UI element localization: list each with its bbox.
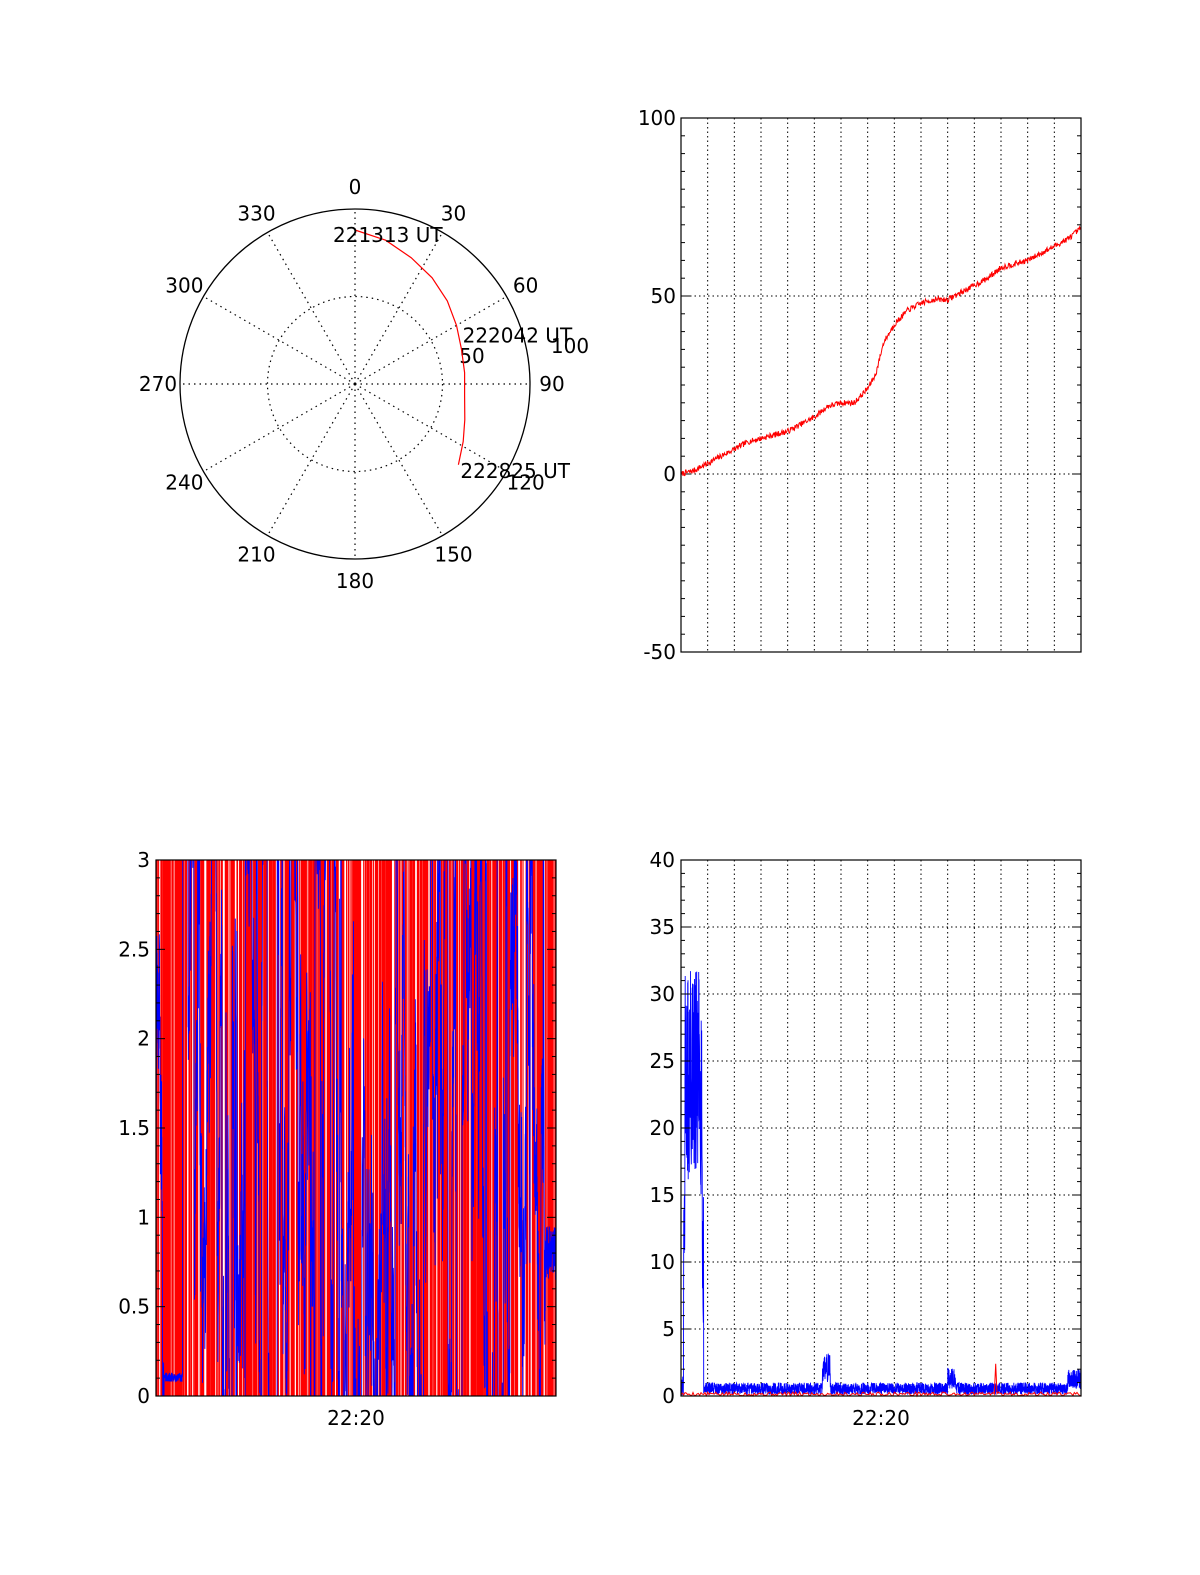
polar-angle-label: 30 — [441, 201, 466, 225]
amp-ytick-label: 5 — [662, 1317, 675, 1341]
amp-ytick-label: 30 — [650, 982, 675, 1006]
amp-ytick-label: 40 — [650, 848, 675, 872]
tec-line — [680, 225, 1082, 477]
polar-trajectory-line — [354, 229, 466, 465]
polar-spoke — [266, 383, 356, 536]
polar-time-label: 222825 UT — [460, 459, 570, 483]
s4-ytick-label: 3 — [137, 848, 150, 872]
s4-ytick-label: 0.5 — [118, 1295, 150, 1319]
polar-angle-label: 300 — [165, 274, 203, 298]
amp-blue-series — [680, 971, 1082, 1397]
tec-ytick-label: -50 — [643, 640, 676, 664]
amp-ticks: 0 5 10 15 20 25 30 35 40 22:20 — [650, 848, 1081, 1430]
s4-panel: 0 0.5 1 1.5 2 2.5 3 22:20 — [118, 848, 557, 1430]
amp-panel: 0 5 10 15 20 25 30 35 40 22:20 — [650, 848, 1082, 1430]
polar-angle-label: 120 — [507, 471, 545, 495]
s4-ticks: 0 0.5 1 1.5 2 2.5 3 22:20 — [118, 848, 556, 1430]
amp-ytick-label: 35 — [650, 915, 675, 939]
polar-inner-circle — [266, 295, 444, 473]
polar-time-label: 221313 UT — [333, 223, 443, 247]
s4-ytick-label: 1.5 — [118, 1116, 150, 1140]
polar-angle-label: 90 — [539, 372, 564, 396]
amp-ytick-label: 20 — [650, 1116, 675, 1140]
tec-frame — [680, 117, 1082, 653]
s4-ytick-label: 1 — [137, 1205, 150, 1229]
polar-angle-label: 0 — [349, 175, 362, 199]
polar-spoke — [203, 383, 356, 473]
polar-angle-label: 210 — [237, 543, 275, 567]
amp-grid — [681, 860, 1081, 1396]
tec-ytick-label: 100 — [638, 106, 676, 130]
tec-ytick-label: 50 — [651, 284, 676, 308]
polar-angle-label: 150 — [434, 543, 472, 567]
polar-angle-labels: 0 30 60 90 120 150 180 210 240 270 300 330 — [139, 175, 565, 593]
s4-ytick-label: 2 — [137, 1027, 150, 1051]
tec-grid — [681, 117, 1081, 653]
polar-spoke — [354, 383, 444, 536]
polar-radius-label: 100 — [551, 334, 589, 358]
amp-ytick-label: 25 — [650, 1049, 675, 1073]
tec-ytick-label: 0 — [663, 462, 676, 486]
s4-series — [155, 859, 557, 1397]
polar-outer-circle — [179, 208, 531, 560]
amp-ytick-label: 15 — [650, 1183, 675, 1207]
polar-grid — [179, 208, 531, 560]
s4-xtick-label: 22:20 — [327, 1406, 385, 1430]
polar-trajectory: 221313 UT 222042 UT 222825 UT — [333, 223, 573, 483]
amp-ytick-label: 0 — [662, 1384, 675, 1408]
tec-panel: -50 0 50 100 — [638, 106, 1082, 664]
polar-spoke — [266, 232, 356, 385]
polar-angle-label: 270 — [139, 372, 177, 396]
s4-ytick-label: 0 — [137, 1384, 150, 1408]
polar-time-label: 222042 UT — [463, 324, 573, 348]
polar-angle-label: 240 — [165, 471, 203, 495]
amp-series — [680, 971, 1082, 1398]
polar-radius-labels: 50 100 — [459, 334, 589, 368]
polar-angle-label: 180 — [336, 569, 374, 593]
amp-xtick-label: 22:20 — [852, 1406, 910, 1430]
polar-panel: 0 30 60 90 120 150 180 210 240 270 300 330 50 100 22… — [139, 175, 589, 593]
tec-y-tick-labels: -50 0 50 100 — [638, 106, 676, 664]
amp-ytick-label: 10 — [650, 1250, 675, 1274]
polar-angle-label: 330 — [237, 201, 275, 225]
tec-series — [680, 225, 1082, 477]
s4-ytick-label: 2.5 — [118, 937, 150, 961]
polar-angle-label: 60 — [513, 274, 538, 298]
